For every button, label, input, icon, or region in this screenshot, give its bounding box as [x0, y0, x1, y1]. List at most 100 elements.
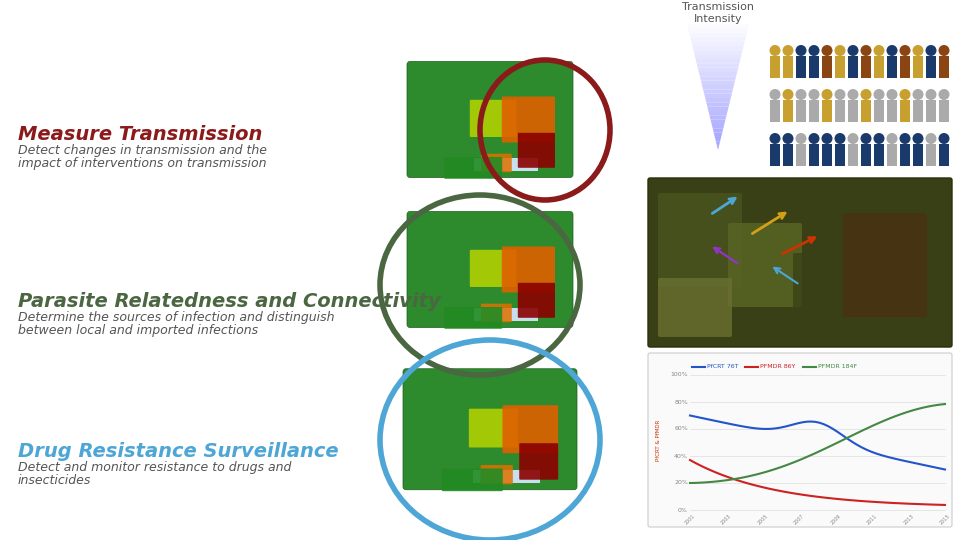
- Bar: [783, 56, 793, 78]
- FancyBboxPatch shape: [793, 253, 857, 327]
- Polygon shape: [691, 42, 745, 46]
- Circle shape: [834, 133, 846, 144]
- Circle shape: [874, 45, 884, 56]
- Circle shape: [900, 89, 910, 100]
- Polygon shape: [698, 68, 738, 72]
- Circle shape: [834, 45, 846, 56]
- Circle shape: [808, 133, 820, 144]
- Circle shape: [886, 89, 898, 100]
- Bar: [796, 56, 806, 78]
- Circle shape: [848, 89, 858, 100]
- Polygon shape: [703, 89, 732, 93]
- Bar: [835, 144, 845, 166]
- Text: 2013: 2013: [902, 513, 915, 525]
- Bar: [796, 100, 806, 122]
- FancyBboxPatch shape: [517, 283, 555, 318]
- Polygon shape: [709, 116, 727, 120]
- Circle shape: [913, 89, 924, 100]
- Text: PfCRT 76T: PfCRT 76T: [707, 364, 738, 369]
- Polygon shape: [700, 76, 736, 80]
- Circle shape: [874, 133, 884, 144]
- Polygon shape: [707, 103, 730, 107]
- Text: Detect changes in transmission and the: Detect changes in transmission and the: [18, 144, 267, 157]
- FancyBboxPatch shape: [481, 303, 512, 322]
- Text: Transmission
Intensity: Transmission Intensity: [682, 2, 754, 24]
- Circle shape: [782, 133, 794, 144]
- Polygon shape: [712, 129, 723, 133]
- Bar: [900, 100, 910, 122]
- FancyBboxPatch shape: [469, 250, 516, 287]
- Bar: [887, 100, 897, 122]
- Circle shape: [900, 133, 910, 144]
- Circle shape: [900, 45, 910, 56]
- Circle shape: [834, 89, 846, 100]
- FancyBboxPatch shape: [481, 465, 513, 484]
- Bar: [874, 100, 884, 122]
- Bar: [783, 144, 793, 166]
- Text: impact of interventions on transmission: impact of interventions on transmission: [18, 157, 267, 170]
- Bar: [783, 100, 793, 122]
- FancyBboxPatch shape: [444, 157, 502, 179]
- Text: 80%: 80%: [674, 400, 688, 404]
- FancyBboxPatch shape: [468, 409, 517, 448]
- Bar: [939, 100, 949, 122]
- Polygon shape: [686, 20, 750, 24]
- FancyBboxPatch shape: [843, 213, 927, 317]
- Bar: [848, 100, 858, 122]
- Text: 40%: 40%: [674, 454, 688, 458]
- Bar: [861, 100, 871, 122]
- Circle shape: [874, 89, 884, 100]
- Circle shape: [939, 45, 949, 56]
- Bar: [848, 144, 858, 166]
- Bar: [796, 144, 806, 166]
- Polygon shape: [715, 137, 721, 141]
- FancyBboxPatch shape: [407, 62, 573, 178]
- Circle shape: [848, 133, 858, 144]
- Circle shape: [913, 133, 924, 144]
- Polygon shape: [711, 124, 725, 129]
- Polygon shape: [699, 72, 737, 76]
- Polygon shape: [687, 24, 749, 29]
- FancyBboxPatch shape: [481, 154, 512, 172]
- Text: 2015: 2015: [939, 513, 951, 525]
- Polygon shape: [710, 120, 726, 124]
- FancyBboxPatch shape: [519, 443, 558, 480]
- Text: insecticides: insecticides: [18, 474, 91, 487]
- Bar: [887, 144, 897, 166]
- Bar: [926, 56, 936, 78]
- Bar: [913, 56, 923, 78]
- FancyBboxPatch shape: [648, 353, 952, 527]
- Polygon shape: [697, 63, 739, 68]
- FancyBboxPatch shape: [648, 178, 952, 347]
- Circle shape: [770, 133, 780, 144]
- Polygon shape: [688, 29, 748, 33]
- Bar: [913, 144, 923, 166]
- Text: 60%: 60%: [674, 427, 688, 431]
- Bar: [900, 56, 910, 78]
- Bar: [939, 56, 949, 78]
- Bar: [835, 100, 845, 122]
- FancyBboxPatch shape: [517, 133, 555, 168]
- Circle shape: [860, 89, 872, 100]
- Bar: [473, 469, 540, 483]
- Text: PfCRT & PfMDR: PfCRT & PfMDR: [656, 420, 660, 461]
- Circle shape: [939, 89, 949, 100]
- Circle shape: [886, 45, 898, 56]
- FancyBboxPatch shape: [502, 97, 555, 143]
- Polygon shape: [701, 80, 735, 85]
- Circle shape: [782, 45, 794, 56]
- Bar: [822, 56, 832, 78]
- Bar: [822, 100, 832, 122]
- Bar: [900, 144, 910, 166]
- Bar: [770, 144, 780, 166]
- Bar: [887, 56, 897, 78]
- Circle shape: [886, 133, 898, 144]
- FancyBboxPatch shape: [469, 100, 516, 137]
- Polygon shape: [690, 37, 746, 42]
- Polygon shape: [717, 146, 719, 150]
- Circle shape: [808, 89, 820, 100]
- Bar: [861, 144, 871, 166]
- Circle shape: [822, 45, 832, 56]
- FancyBboxPatch shape: [502, 246, 555, 293]
- FancyBboxPatch shape: [407, 212, 573, 327]
